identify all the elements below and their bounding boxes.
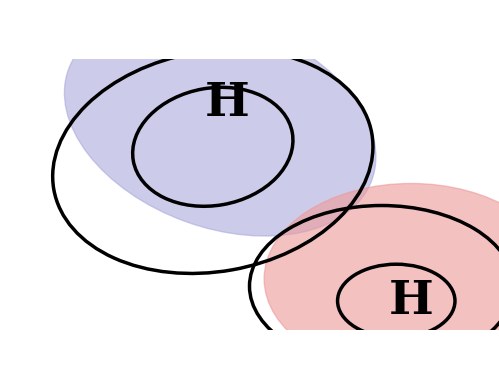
Text: H: H [389, 278, 433, 324]
Ellipse shape [264, 184, 499, 374]
Text: H: H [205, 80, 250, 126]
Ellipse shape [64, 14, 376, 236]
